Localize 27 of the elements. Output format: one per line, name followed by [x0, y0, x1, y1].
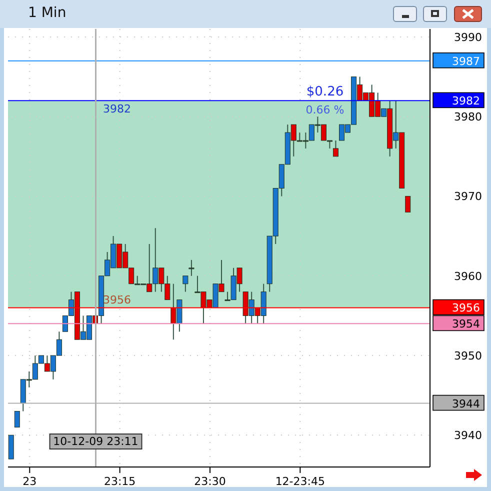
y-tick-label: 3990: [454, 30, 482, 44]
annotation: $0.26: [306, 84, 344, 100]
ref-line-label: 3956: [452, 302, 480, 315]
x-tick-label: 23:15: [104, 475, 136, 488]
y-tick-label: 3960: [454, 270, 482, 283]
ref-line-label: 10-12-09 23:11: [53, 435, 138, 448]
annotation: 3982: [103, 102, 131, 116]
y-tick-label: 3950: [454, 350, 482, 363]
x-tick-label: 12-23:45: [275, 475, 325, 488]
ref-line-label: 3982: [452, 94, 480, 108]
candlestick: [182, 275, 188, 292]
annotation: 3956: [103, 294, 131, 307]
y-tick-label: 3970: [454, 190, 482, 204]
ref-line-label: 3944: [452, 397, 480, 410]
candlestick: [332, 140, 338, 157]
candlestick: [405, 196, 411, 213]
x-tick-label: 23: [22, 475, 37, 488]
y-tick-label: 3980: [454, 110, 482, 124]
candlestick: [8, 434, 14, 460]
y-tick-label: 3940: [454, 429, 482, 442]
annotation: 0.66 %: [306, 104, 344, 117]
ref-line-label: 3954: [452, 318, 480, 331]
candlestick: [188, 259, 194, 276]
chart-title: 1 Min: [28, 5, 66, 21]
ref-line-label: 3987: [452, 54, 480, 68]
x-tick-label: 23:30: [194, 475, 226, 488]
candlestick: [14, 410, 20, 428]
